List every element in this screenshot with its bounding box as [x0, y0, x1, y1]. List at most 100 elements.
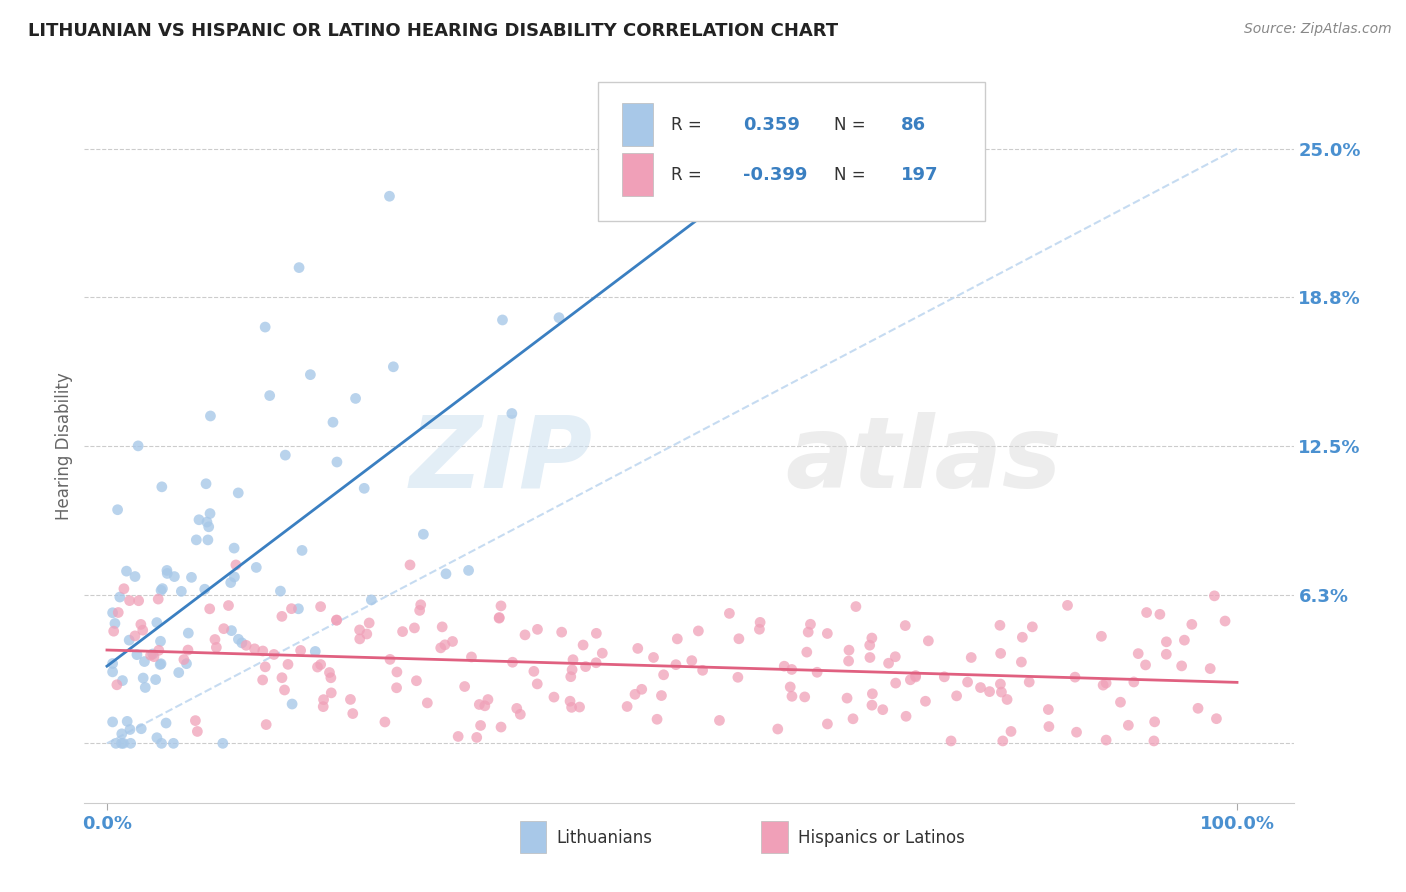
Text: R =: R =: [671, 166, 707, 184]
Point: [652, 667, 675, 681]
Point: [990, 677, 1012, 691]
Point: [1056, 599, 1078, 613]
Point: [894, 618, 917, 632]
Point: [349, 623, 371, 637]
Point: [118, 633, 141, 648]
Point: [468, 698, 491, 712]
Point: [405, 673, 427, 688]
Point: [150, 583, 173, 598]
Point: [385, 665, 408, 679]
Point: [894, 709, 917, 723]
Point: [718, 607, 741, 621]
Point: [198, 602, 221, 616]
Point: [416, 696, 439, 710]
Point: [1018, 675, 1040, 690]
Point: [378, 652, 401, 666]
Point: [167, 665, 190, 680]
Point: [312, 699, 335, 714]
Point: [184, 714, 207, 728]
Point: [228, 632, 250, 647]
Point: [914, 694, 936, 708]
FancyBboxPatch shape: [623, 103, 652, 146]
Point: [627, 641, 650, 656]
Point: [1199, 662, 1222, 676]
Point: [177, 643, 200, 657]
Point: [960, 650, 983, 665]
Point: [176, 657, 198, 671]
Point: [692, 663, 714, 677]
Point: [884, 676, 907, 690]
Point: [382, 359, 405, 374]
Point: [491, 313, 513, 327]
Point: [374, 714, 396, 729]
Point: [434, 566, 457, 581]
Point: [1205, 712, 1227, 726]
Point: [560, 670, 582, 684]
Point: [170, 584, 193, 599]
Point: [773, 659, 796, 673]
Point: [645, 712, 668, 726]
Point: [349, 632, 371, 646]
Point: [558, 694, 581, 708]
Point: [198, 507, 221, 521]
Point: [291, 543, 314, 558]
Point: [280, 601, 302, 615]
Point: [859, 650, 882, 665]
Point: [404, 621, 426, 635]
Point: [188, 513, 211, 527]
Point: [465, 731, 488, 745]
Point: [263, 648, 285, 662]
Point: [197, 520, 219, 534]
Point: [124, 569, 146, 583]
Point: [561, 700, 583, 714]
Point: [101, 606, 124, 620]
Point: [269, 584, 291, 599]
Point: [616, 699, 638, 714]
Point: [1156, 647, 1178, 661]
Point: [447, 730, 470, 744]
Point: [1170, 659, 1192, 673]
FancyBboxPatch shape: [762, 821, 789, 853]
Point: [235, 638, 257, 652]
Point: [150, 657, 173, 671]
Point: [254, 320, 277, 334]
Point: [391, 624, 413, 639]
Point: [441, 634, 464, 648]
Text: atlas: atlas: [786, 412, 1062, 508]
Point: [399, 558, 422, 572]
Text: N =: N =: [834, 166, 870, 184]
Point: [860, 687, 883, 701]
Point: [186, 724, 208, 739]
Point: [290, 643, 312, 657]
Point: [453, 680, 475, 694]
Point: [780, 690, 803, 704]
Point: [432, 620, 454, 634]
Point: [728, 632, 751, 646]
Point: [934, 670, 956, 684]
Point: [287, 601, 309, 615]
Point: [319, 671, 342, 685]
Point: [150, 480, 173, 494]
Text: Lithuanians: Lithuanians: [555, 830, 652, 847]
Point: [1092, 678, 1115, 692]
Point: [353, 481, 375, 495]
Point: [103, 624, 125, 639]
Point: [360, 593, 382, 607]
Point: [1021, 620, 1043, 634]
Point: [186, 533, 208, 547]
Point: [231, 636, 253, 650]
Point: [146, 731, 169, 745]
Point: [197, 533, 219, 547]
Point: [156, 566, 179, 581]
Point: [488, 611, 510, 625]
Point: [127, 439, 149, 453]
Point: [273, 683, 295, 698]
Point: [318, 665, 340, 680]
Point: [489, 720, 512, 734]
Point: [1095, 733, 1118, 747]
Point: [195, 476, 218, 491]
Point: [118, 593, 141, 607]
Point: [650, 689, 672, 703]
Point: [501, 407, 523, 421]
Point: [526, 623, 548, 637]
